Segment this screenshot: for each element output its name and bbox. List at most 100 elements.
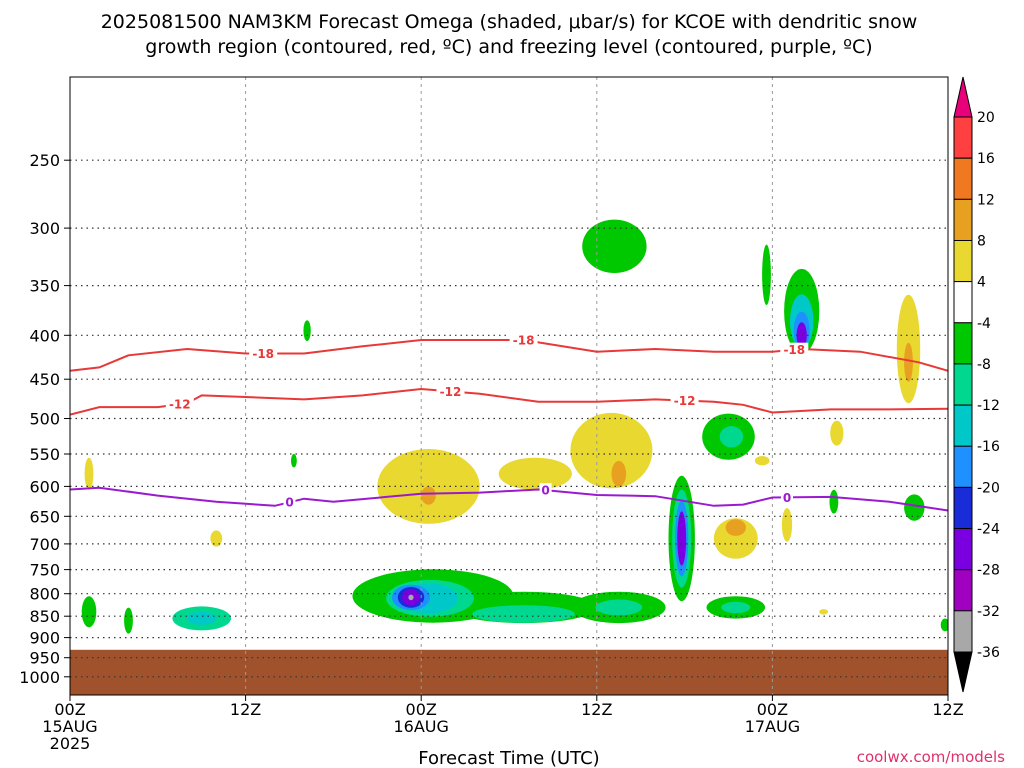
y-tick-label: 550	[29, 445, 60, 464]
omega-cell	[187, 611, 217, 625]
colorbar-swatch	[953, 240, 973, 283]
colorbar-label: -32	[977, 604, 1000, 620]
omega-cell	[725, 519, 746, 536]
omega-cell	[904, 494, 925, 521]
contour-label: 0	[783, 491, 791, 505]
omega-cell	[595, 599, 643, 616]
chart-title-line-2: growth region (contoured, red, ºC) and f…	[145, 36, 872, 58]
y-tick-label: 250	[29, 151, 60, 170]
colorbar-label: -36	[977, 645, 1000, 661]
colorbar-label: 12	[977, 192, 995, 208]
omega-cell	[498, 457, 572, 490]
plot-frame	[69, 76, 949, 696]
x-tick-date: 15AUG	[42, 717, 97, 736]
omega-cell	[781, 508, 793, 542]
colorbar-label: -20	[977, 480, 1000, 496]
x-tick-year: 2025	[50, 734, 91, 753]
y-tick-label: 450	[29, 370, 60, 389]
colorbar-label: 16	[977, 151, 995, 167]
colorbar-swatch	[953, 198, 973, 242]
colorbar-swatch	[953, 445, 973, 488]
contour-label-bg	[781, 490, 793, 505]
omega-cell	[819, 609, 828, 615]
colorbar-swatch	[953, 322, 973, 365]
contour-label-bg	[165, 397, 194, 412]
colorbar-label: 20	[977, 110, 995, 126]
x-tick-label: 12Z	[932, 700, 963, 719]
colorbar-swatch	[953, 404, 973, 447]
colorbar-label: 4	[977, 275, 986, 291]
colorbar-label: -4	[977, 316, 991, 332]
y-tick-label: 800	[29, 585, 60, 604]
omega-cell	[904, 342, 913, 382]
omega-shading-layer	[81, 219, 948, 634]
colorbar-swatch	[953, 610, 973, 653]
colorbar-swatch	[953, 157, 973, 200]
x-tick-label: 12Z	[581, 700, 612, 719]
y-tick-label: 700	[29, 535, 60, 554]
contour-label-bg	[670, 393, 699, 408]
colorbar-label: -8	[977, 357, 991, 373]
x-axis-title: Forecast Time (UTC)	[418, 748, 599, 768]
omega-cell	[611, 460, 627, 487]
contour-label-bg	[249, 346, 278, 361]
contour-label: -18	[783, 343, 805, 357]
x-tick-label: 12Z	[230, 700, 261, 719]
contour-label-bg	[780, 342, 809, 357]
omega-cell	[582, 219, 647, 273]
y-tick-label: 900	[29, 629, 60, 648]
contour-label-bg	[539, 483, 552, 498]
y-tick-label: 1000	[19, 668, 60, 687]
colorbar-swatch	[953, 528, 973, 571]
omega-cell	[940, 618, 948, 632]
y-tick-label: 750	[29, 561, 60, 580]
contour-label-bg	[436, 384, 465, 399]
omega-cell	[81, 596, 97, 628]
credit-text: coolwx.com/models	[857, 748, 1005, 766]
omega-cell	[84, 457, 94, 490]
chart-title-line-1: 2025081500 NAM3KM Forecast Omega (shaded…	[101, 11, 918, 33]
contour-label: -12	[674, 394, 696, 408]
colorbar-swatch	[953, 363, 973, 406]
y-tick-label: 850	[29, 607, 60, 626]
contour-label-bg	[283, 495, 296, 510]
colorbar-swatch	[953, 116, 973, 159]
omega-cell	[408, 594, 414, 601]
omega-cell	[210, 530, 223, 547]
omega-cell	[754, 456, 770, 466]
y-tick-label: 650	[29, 507, 60, 526]
colorbar: 20 16 12 8 4 -4 -8 -12 -16 -20 -24 -28 -32 -36	[953, 76, 1000, 693]
x-tick-label: 00Z	[406, 700, 437, 719]
omega-cell	[830, 420, 844, 446]
colorbar-label: 8	[977, 234, 986, 250]
y-tick-label: 500	[29, 410, 60, 429]
omega-cell	[472, 605, 575, 623]
y-tick-label: 350	[29, 277, 60, 296]
omega-cell	[124, 607, 133, 634]
y-axis: 250 300 350 400 450 500 550 600 650 700 750 800 850 9…	[19, 151, 70, 687]
colorbar-label: -16	[977, 439, 1000, 455]
y-tick-label: 600	[29, 477, 60, 496]
y-tick-label: 400	[29, 326, 60, 345]
colorbar-label: -28	[977, 563, 1000, 579]
contour-layer: -18 -18 -18 -12 -12 -12 0 0 0	[70, 333, 948, 512]
omega-cell	[713, 518, 758, 559]
contour-label: -18	[252, 347, 274, 361]
colorbar-swatch	[953, 569, 973, 612]
contour-label-bg	[509, 333, 538, 347]
omega-cell	[677, 511, 687, 566]
y-tick-label: 950	[29, 649, 60, 668]
omega-cell	[721, 601, 751, 614]
omega-cell	[762, 244, 771, 305]
colorbar-min-triangle	[953, 651, 973, 693]
omega-cell	[421, 486, 436, 505]
ground-fill	[70, 649, 948, 695]
colorbar-swatch	[953, 486, 973, 530]
omega-cell	[719, 426, 744, 448]
y-tick-label: 300	[29, 219, 60, 238]
x-tick-date: 17AUG	[745, 717, 800, 736]
contour-label: -18	[513, 334, 535, 348]
x-tick-date: 16AUG	[393, 717, 448, 736]
